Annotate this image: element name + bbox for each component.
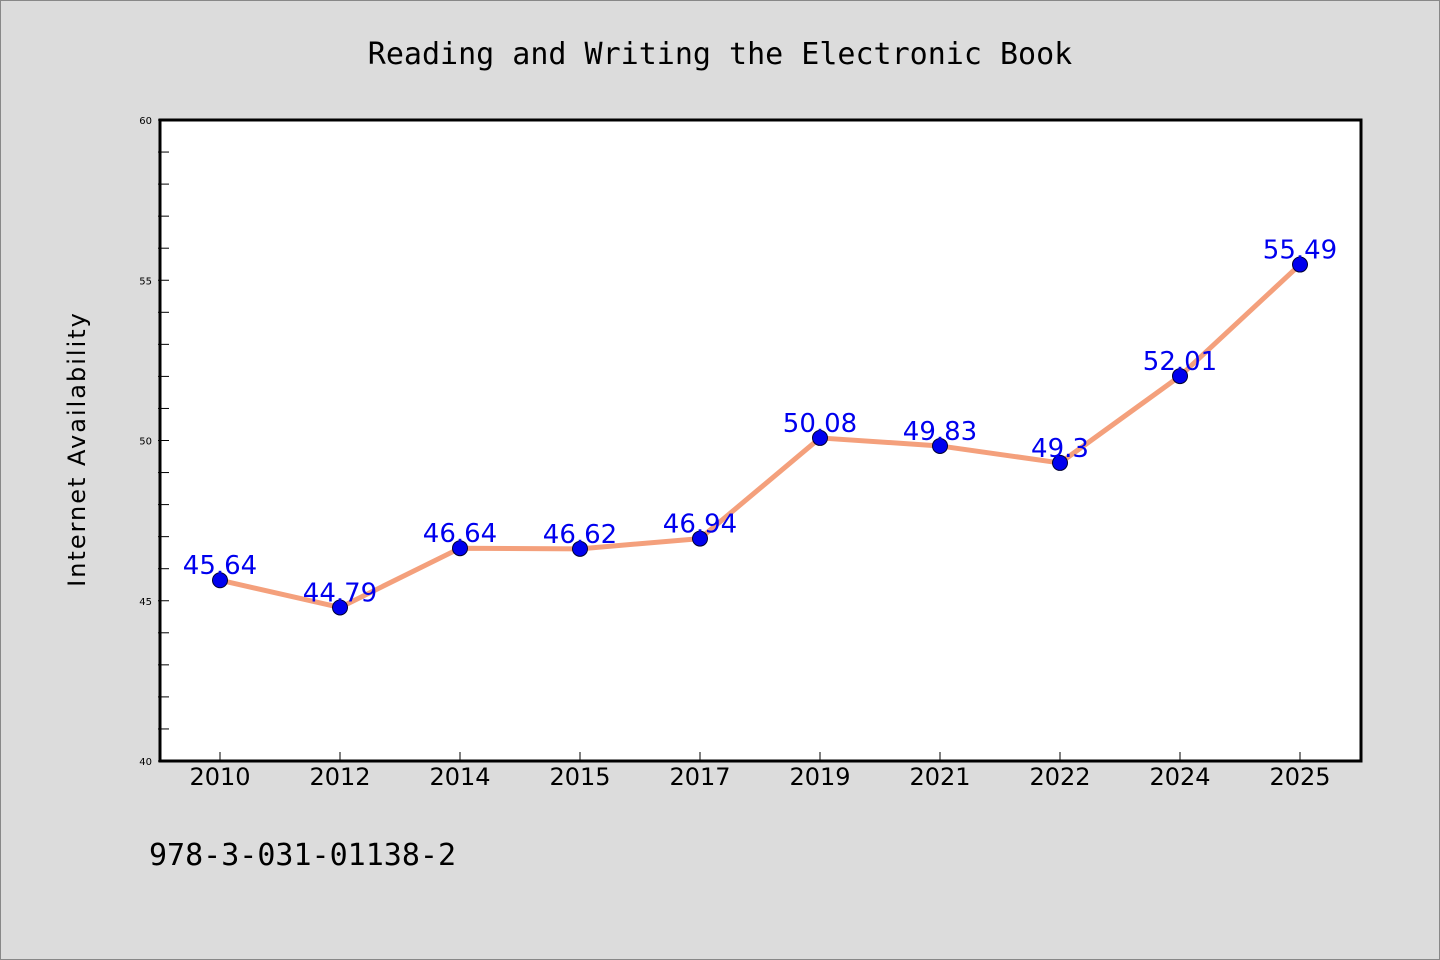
y-axis-label: Internet Availability <box>63 311 91 587</box>
data-point-marker <box>572 540 588 557</box>
data-label: 55.49 <box>1263 236 1337 266</box>
data-label: 46.64 <box>423 519 497 549</box>
data-label: 44.79 <box>303 578 377 608</box>
x-tick-label: 2019 <box>789 763 850 791</box>
data-point-marker <box>332 599 348 616</box>
y-tick-label: 45 <box>139 597 152 608</box>
data-label: 46.62 <box>543 520 617 550</box>
x-tick-label: 2022 <box>1029 763 1090 791</box>
data-point-marker <box>212 572 228 589</box>
data-label: 45.64 <box>183 551 257 581</box>
x-tick-label: 2015 <box>549 763 610 791</box>
data-point-marker <box>452 540 468 557</box>
series-line <box>217 262 1303 610</box>
x-tick-label: 2025 <box>1269 763 1330 791</box>
data-point-marker <box>932 437 948 454</box>
chart-title: Reading and Writing the Electronic Book <box>368 37 1072 72</box>
x-axis-ticks: 2010 2012 2014 2015 2017 2019 2021 2022 2024 2025 <box>189 752 1331 791</box>
x-tick-label: 2021 <box>909 763 970 791</box>
data-point-marker <box>1172 368 1188 385</box>
data-point-marker <box>1052 454 1068 471</box>
x-tick-label: 2010 <box>189 763 250 791</box>
data-point-marker <box>692 530 708 547</box>
data-point-marker <box>812 429 828 446</box>
isbn-text: 978-3-031-01138-2 <box>149 838 456 873</box>
y-axis-ticks: 40 45 50 55 60 <box>139 116 169 768</box>
data-label: 49.3 <box>1031 434 1089 464</box>
data-point-marker <box>1292 256 1308 273</box>
data-labels: 45.64 44.79 46.64 46.62 46.94 50.08 49.83 49.3 5… <box>183 236 1337 609</box>
series-lines <box>217 262 1303 610</box>
data-label: 46.94 <box>663 510 737 540</box>
y-tick-label: 40 <box>139 757 152 768</box>
y-tick-label: 55 <box>139 276 152 287</box>
x-tick-label: 2024 <box>1149 763 1210 791</box>
plot-area <box>158 118 1363 763</box>
y-tick-label: 50 <box>139 437 152 448</box>
x-tick-label: 2012 <box>309 763 370 791</box>
data-label: 52.01 <box>1143 347 1217 377</box>
x-tick-label: 2014 <box>429 763 490 791</box>
series-markers <box>212 256 1308 616</box>
data-label: 50.08 <box>783 409 857 439</box>
data-label: 49.83 <box>903 417 977 447</box>
y-tick-label: 60 <box>139 116 152 127</box>
x-tick-label: 2017 <box>669 763 730 791</box>
